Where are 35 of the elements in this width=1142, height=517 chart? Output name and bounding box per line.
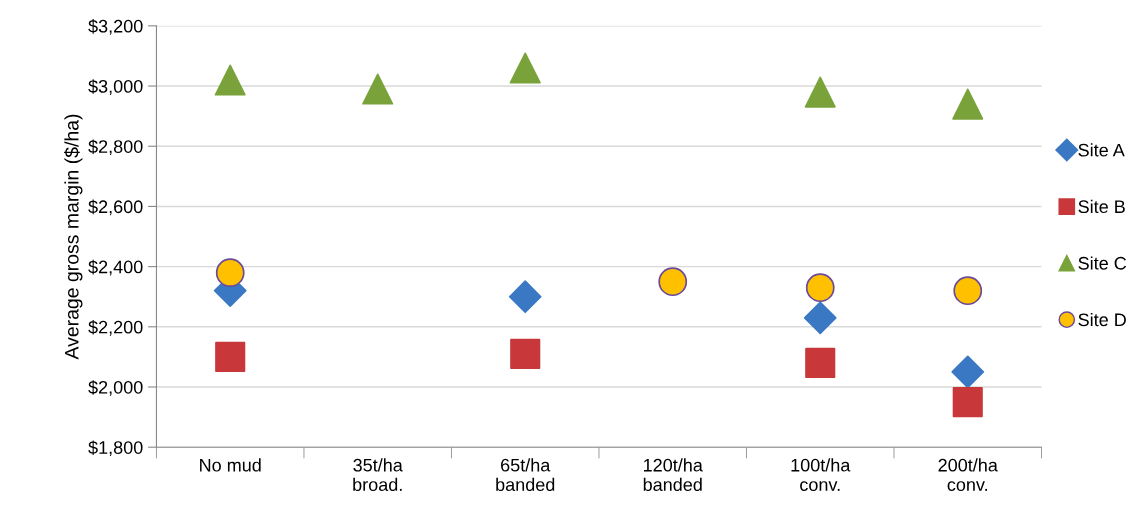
y-tick-label: $2,800 — [88, 139, 143, 156]
x-tick-label: No mud — [200, 458, 261, 472]
point — [510, 338, 541, 369]
x-tick-label: 100t/ha conv. — [791, 458, 851, 492]
x-tick-label: 200t/ha conv. — [938, 458, 998, 492]
legend-label: Site B — [1078, 199, 1125, 214]
x-tick-label: 35t/ha broad. — [353, 458, 403, 492]
y-tick-label: $2,000 — [88, 380, 143, 396]
point — [952, 386, 983, 418]
point — [509, 52, 541, 84]
point — [805, 273, 835, 303]
y-tick-label: $3,000 — [88, 79, 143, 95]
point — [953, 276, 983, 306]
point — [805, 347, 836, 379]
point — [804, 76, 836, 108]
y-axis-title: Average gross margin ($/ha) — [64, 114, 83, 360]
point — [362, 73, 394, 105]
point — [951, 355, 985, 389]
point — [215, 258, 245, 288]
point — [214, 64, 246, 96]
point — [803, 301, 837, 335]
point — [508, 280, 542, 314]
point — [952, 88, 984, 120]
y-tick-label: $2,400 — [88, 259, 143, 276]
legend-label: Site A — [1078, 143, 1125, 157]
legend-label: Site D — [1078, 312, 1126, 327]
y-tick-label: $3,200 — [88, 19, 143, 35]
x-tick-label: 65t/ha banded — [496, 458, 555, 492]
point — [215, 341, 246, 372]
point — [658, 267, 688, 297]
y-tick-label: $2,600 — [88, 199, 143, 216]
y-tick-label: $2,200 — [88, 319, 143, 336]
y-tick-label: $1,800 — [88, 440, 143, 457]
x-tick-label: 120t/ha banded — [643, 458, 703, 492]
legend-label: Site C — [1078, 256, 1127, 270]
